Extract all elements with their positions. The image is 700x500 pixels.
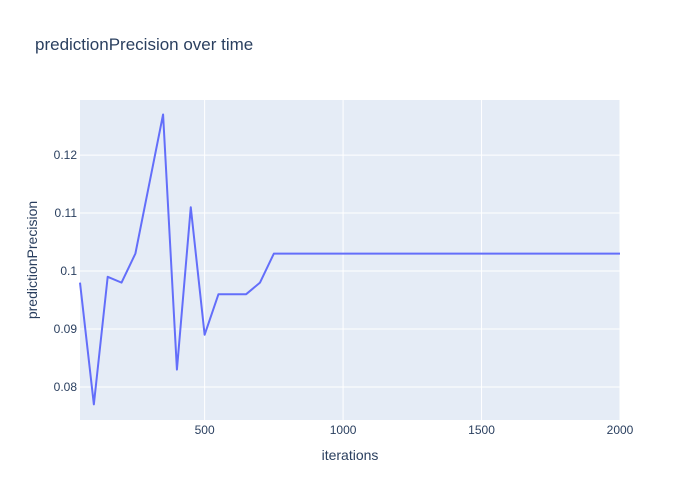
y-axis-ticks: 0.08 0.09 0.1 0.11 0.12 [54, 148, 78, 394]
plot-area [80, 100, 620, 420]
x-axis-ticks: 500 1000 1500 2000 [195, 423, 634, 437]
y-tick-label: 0.12 [54, 148, 78, 162]
y-tick-label: 0.08 [54, 380, 78, 394]
series-layer [79, 113, 620, 406]
chart-title: predictionPrecision over time [35, 35, 253, 54]
x-tick-label: 1500 [468, 423, 495, 437]
series-line [79, 113, 620, 406]
x-axis-title: iterations [322, 447, 379, 463]
x-gridlines [204, 100, 621, 420]
x-tick-label: 500 [195, 423, 215, 437]
x-tick-label: 2000 [607, 423, 634, 437]
y-tick-label: 0.11 [55, 206, 78, 220]
y-axis-title: predictionPrecision [24, 201, 40, 319]
y-tick-label: 0.09 [54, 322, 78, 336]
y-tick-label: 0.1 [60, 264, 77, 278]
y-gridlines [80, 154, 620, 388]
x-tick-label: 1000 [330, 423, 357, 437]
